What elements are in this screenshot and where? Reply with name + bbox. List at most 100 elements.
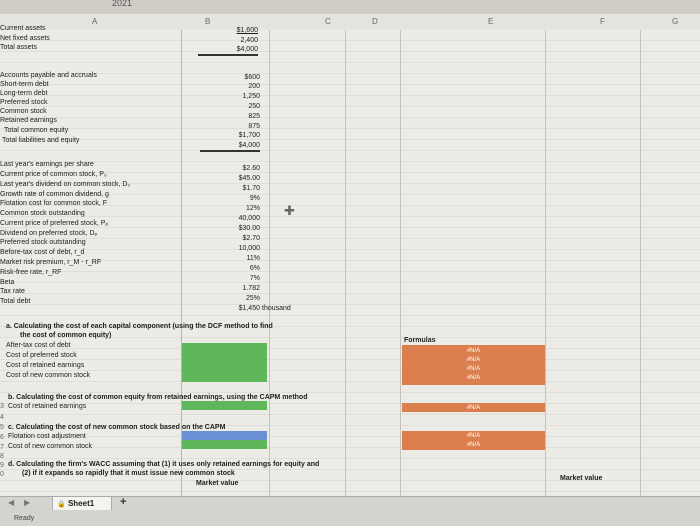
section-c-title[interactable]: c. Calculating the cost of new common st…: [8, 424, 226, 431]
row-number[interactable]: 4: [0, 414, 4, 421]
formulas-header[interactable]: Formulas: [404, 337, 436, 344]
cell-value[interactable]: $1,600: [236, 27, 258, 34]
unit-label[interactable]: thousand: [262, 305, 291, 312]
cell-label[interactable]: Beta: [0, 279, 15, 286]
cell-label[interactable]: Risk-free rate, r_RF: [0, 269, 62, 276]
section-b-title[interactable]: b. Calculating the cost of common equity…: [8, 394, 308, 401]
column-header-e[interactable]: E: [488, 17, 494, 26]
row-number[interactable]: 9: [0, 462, 4, 469]
scroll-right-icon[interactable]: ▶: [24, 498, 31, 507]
cell-value[interactable]: $1,700: [238, 132, 260, 139]
scroll-left-icon[interactable]: ◀: [8, 498, 15, 507]
section-d-title[interactable]: d. Calculating the firm's WACC assuming …: [8, 461, 320, 468]
formula-value[interactable]: #N/A: [466, 348, 481, 354]
cell-label[interactable]: Last year's dividend on common stock, D₀: [0, 181, 131, 188]
formula-value[interactable]: #N/A: [466, 405, 481, 411]
row-number[interactable]: 7: [0, 444, 4, 451]
cell-value[interactable]: 9%: [249, 195, 260, 202]
cell-label[interactable]: Retained earnings: [0, 117, 57, 124]
column-header-c[interactable]: C: [325, 17, 331, 26]
cell-value[interactable]: $2.70: [242, 235, 260, 242]
answer-cell-b[interactable]: [182, 401, 267, 410]
cell-label[interactable]: Total liabilities and equity: [2, 137, 80, 144]
cell-label[interactable]: Current assets: [0, 25, 46, 32]
formula-value[interactable]: #N/A: [466, 375, 481, 381]
cell-label[interactable]: Preferred stock: [0, 99, 48, 106]
row-number[interactable]: 8: [0, 453, 4, 460]
cell-value[interactable]: 1,250: [242, 93, 260, 100]
cell-value[interactable]: $1,450: [238, 305, 260, 312]
cell-label[interactable]: Current price of common stock, P₀: [0, 171, 107, 178]
formula-cells-c[interactable]: [402, 431, 545, 450]
answer-cell-c2[interactable]: [182, 440, 267, 449]
answer-cell-c1[interactable]: [182, 431, 267, 440]
row-number[interactable]: 6: [0, 434, 4, 441]
cell-label[interactable]: Dividend on preferred stock, Dₚ: [0, 230, 98, 237]
cell-value[interactable]: $1.70: [242, 185, 260, 192]
cell-label[interactable]: Net fixed assets: [0, 35, 50, 42]
cell-label[interactable]: Common stock: [0, 108, 47, 115]
cell-value[interactable]: 200: [248, 83, 260, 90]
cell-label[interactable]: Long-term debt: [0, 90, 48, 97]
cell-label[interactable]: Accounts payable and accruals: [0, 72, 97, 79]
cell-label[interactable]: Flotation cost for common stock, F: [0, 200, 107, 207]
cell-label[interactable]: After-tax cost of debt: [6, 342, 71, 349]
formula-cell-b[interactable]: [402, 403, 545, 412]
cell-value[interactable]: 10,000: [238, 245, 260, 252]
formula-cells-a[interactable]: [402, 345, 545, 385]
cell-value[interactable]: 6%: [249, 265, 260, 272]
section-d-title-2[interactable]: (2) if it expands so rapidly that it mus…: [22, 470, 235, 477]
column-header-d[interactable]: D: [372, 17, 378, 26]
cell-label[interactable]: Preferred stock outstanding: [0, 239, 86, 246]
cell-label[interactable]: Tax rate: [0, 288, 25, 295]
column-header-f[interactable]: F: [600, 17, 605, 26]
sheet-tab[interactable]: 🔒 Sheet1: [52, 497, 112, 511]
row-number[interactable]: 3: [0, 403, 4, 410]
cell-value[interactable]: 40,000: [238, 215, 260, 222]
section-a-title[interactable]: a. Calculating the cost of each capital …: [6, 323, 273, 330]
cell-value[interactable]: 25%: [245, 295, 260, 302]
row-number[interactable]: 0: [0, 471, 4, 478]
section-a-title-2[interactable]: the cost of common equity): [20, 332, 112, 339]
cell-value[interactable]: $600: [244, 74, 260, 81]
answer-cells-a[interactable]: [182, 343, 267, 382]
cell-value[interactable]: 12%: [245, 205, 260, 212]
cell-label[interactable]: Growth rate of common dividend, g: [0, 191, 109, 198]
row-number[interactable]: 5: [0, 424, 4, 431]
cell-value[interactable]: 2,400: [240, 37, 258, 44]
cell-label[interactable]: Total debt: [0, 298, 31, 305]
cell-label[interactable]: Short-term debt: [0, 81, 49, 88]
cell-label[interactable]: Cost of retained earnings: [6, 362, 85, 369]
market-value-header-g[interactable]: Market value: [560, 475, 603, 482]
column-header-a[interactable]: A: [92, 17, 98, 26]
cell-label[interactable]: Flotation cost adjustment: [8, 433, 86, 440]
cell-label[interactable]: Cost of preferred stock: [6, 352, 77, 359]
cell-label[interactable]: Last year's earnings per share: [0, 161, 94, 168]
cell-value[interactable]: 11%: [246, 255, 261, 262]
cell-value[interactable]: 7%: [249, 275, 260, 282]
formula-value[interactable]: #N/A: [466, 442, 481, 448]
add-sheet-button[interactable]: +: [120, 496, 127, 508]
cell-grid[interactable]: Current assets $1,600 Net fixed assets 2…: [0, 25, 700, 496]
cell-label[interactable]: Before-tax cost of debt, r_d: [0, 249, 85, 256]
formula-value[interactable]: #N/A: [466, 433, 481, 439]
cell-label[interactable]: Market risk premium, r_M - r_RF: [0, 259, 102, 266]
cell-value[interactable]: 825: [248, 113, 260, 120]
formula-value[interactable]: #N/A: [466, 366, 481, 372]
formula-value[interactable]: #N/A: [466, 357, 481, 363]
cell-label[interactable]: Cost of new common stock: [6, 372, 91, 379]
cell-value[interactable]: 1.782: [242, 285, 260, 292]
cell-value[interactable]: $4,000: [198, 45, 258, 56]
column-header-g[interactable]: G: [672, 17, 679, 26]
cell-value[interactable]: $2.60: [242, 165, 260, 172]
cell-value[interactable]: $45.00: [238, 175, 260, 182]
cell-label[interactable]: Total common equity: [4, 127, 69, 134]
cell-value[interactable]: 250: [248, 103, 260, 110]
cell-value[interactable]: 875: [248, 123, 260, 130]
cell-label[interactable]: Cost of retained earnings: [8, 403, 87, 410]
cell-label[interactable]: Total assets: [0, 44, 37, 51]
cell-value[interactable]: $30.00: [238, 225, 260, 232]
cell-label[interactable]: Cost of new common stock: [8, 443, 93, 450]
cell-label[interactable]: Common stock outstanding: [0, 210, 85, 217]
market-value-header[interactable]: Market value: [196, 480, 239, 487]
